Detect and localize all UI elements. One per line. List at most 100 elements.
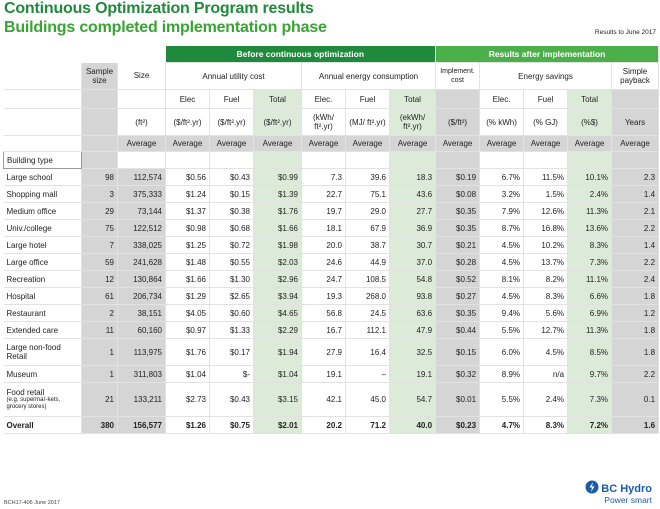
cell-se: 4.7% [479,416,525,434]
energy-consumption-header: Annual energy consumption [301,62,437,90]
cell-size: 112,574 [117,168,166,186]
cell-ee: 19.7 [301,202,346,220]
cell-ef: 71.2 [345,416,390,434]
cell-st: 10.1% [567,168,613,186]
cell-et: 32.5 [389,338,437,366]
average-label: Average [301,135,346,152]
logo-tagline: Power smart [604,495,652,505]
cell-ct: $3.15 [253,382,302,417]
cell-sf: 8.2% [523,270,569,288]
col-type: Total [567,89,613,109]
cell-st: 11.1% [567,270,613,288]
building-type-label: Large school [6,172,53,182]
unit-label: (MJ/ ft².yr) [345,108,390,136]
cell-se: 6.7% [479,168,525,186]
cell-ic: $0.52 [435,270,481,288]
building-type-label: Large hotel [6,240,47,250]
col-type: Fuel [345,89,390,109]
bc-hydro-bolt-icon [585,480,599,494]
table-row: Large school 98 112,574 $0.56 $0.43 $0.99 7.3 3… [3,168,660,186]
cell-n: 1 [81,365,118,383]
cell-n: 380 [81,416,118,434]
unit-label: (ekWh/ ft².yr) [389,108,437,136]
cell-pb: 2.2 [611,219,660,237]
sample-size-header: Sample size [81,62,118,90]
cell-st: 6.9% [567,304,613,322]
building-type-cell: Large non-food Retail [3,338,82,366]
cell-ce: $2.73 [165,382,210,417]
cell-cf: $0.43 [209,382,254,417]
cell-se: 4.5% [479,236,525,254]
table-row: Large office 59 241,628 $1.48 $0.55 $2.03 24.6… [3,253,660,271]
cell-et: 27.7 [389,202,437,220]
building-type-cell: Large hotel [3,236,82,254]
cell-ef: 108.5 [345,270,390,288]
building-type-cell: Overall [3,416,82,434]
cell-size: 311,803 [117,365,166,383]
cell-pb: 1.8 [611,287,660,305]
unit-label: (kWh/ ft².yr) [301,108,346,136]
cell-cf: $0.75 [209,416,254,434]
cell-size: 133,211 [117,382,166,417]
page-title: Continuous Optimization Program results [4,0,314,17]
average-label: Average [611,135,660,152]
unit-label: (% kWh) [479,108,525,136]
cell-ee: 22.7 [301,185,346,203]
cell-ef: – [345,365,390,383]
cell-ct: $2.03 [253,253,302,271]
cell-n: 2 [81,304,118,322]
cell-cf: $- [209,365,254,383]
average-label: Average [389,135,437,152]
cell-ce: $4.05 [165,304,210,322]
cell-pb: 2.4 [611,270,660,288]
cell-et: 54.7 [389,382,437,417]
table-row: Univ./college 75 122,512 $0.98 $0.68 $1.66 18.… [3,219,660,237]
col-type: Total [253,89,302,109]
table-row: Extended care 11 60,160 $0.97 $1.33 $2.29 16.7… [3,321,660,339]
cell-size: 113,975 [117,338,166,366]
building-type-label: Recreation [6,274,46,284]
cell-ce: $0.97 [165,321,210,339]
cell-pb: 1.6 [611,416,660,434]
unit-label: ($/ft².yr) [253,108,302,136]
cell-ic: $0.35 [435,304,481,322]
cell-ce: $1.48 [165,253,210,271]
cell-sf: 16.8% [523,219,569,237]
unit-label: ($/ft².yr) [209,108,254,136]
cell-ic: $0.21 [435,236,481,254]
cell-ct: $1.76 [253,202,302,220]
cell-cf: $0.68 [209,219,254,237]
cell-cf: $2.65 [209,287,254,305]
unit-label: Years [611,108,660,136]
cell-pb: 2.3 [611,168,660,186]
cell-ic: $0.15 [435,338,481,366]
unit-label: (ft²) [117,108,166,136]
cell-sf: 1.5% [523,185,569,203]
cell-st: 9.7% [567,365,613,383]
cell-se: 9.4% [479,304,525,322]
cell-st: 13.6% [567,219,613,237]
cell-cf: $0.17 [209,338,254,366]
cell-ic: $0.27 [435,287,481,305]
page-subtitle: Buildings completed implementation phase [4,19,327,36]
cell-ct: $1.39 [253,185,302,203]
average-label: Average [345,135,390,152]
cell-ee: 24.7 [301,270,346,288]
cell-ic: $0.08 [435,185,481,203]
cell-pb: 2.2 [611,365,660,383]
building-type-label: Restaurant [6,308,46,318]
cell-ef: 29.0 [345,202,390,220]
col-type: Fuel [209,89,254,109]
cell-pb: 1.2 [611,304,660,322]
table-row: Shopping mall 3 375,333 $1.24 $0.15 $1.39 22.7… [3,185,660,203]
cell-et: 93.8 [389,287,437,305]
building-type-cell: Large school [3,168,82,186]
cell-size: 338,025 [117,236,166,254]
size-header: Size [117,62,166,90]
table-row: Overall 380 156,577 $1.26 $0.75 $2.01 20.2 71.2… [3,416,660,434]
cell-pb: 2.2 [611,253,660,271]
cell-pb: 0.1 [611,382,660,417]
cell-ct: $2.01 [253,416,302,434]
cell-ct: $2.96 [253,270,302,288]
building-type-label: Univ./college [6,223,52,233]
